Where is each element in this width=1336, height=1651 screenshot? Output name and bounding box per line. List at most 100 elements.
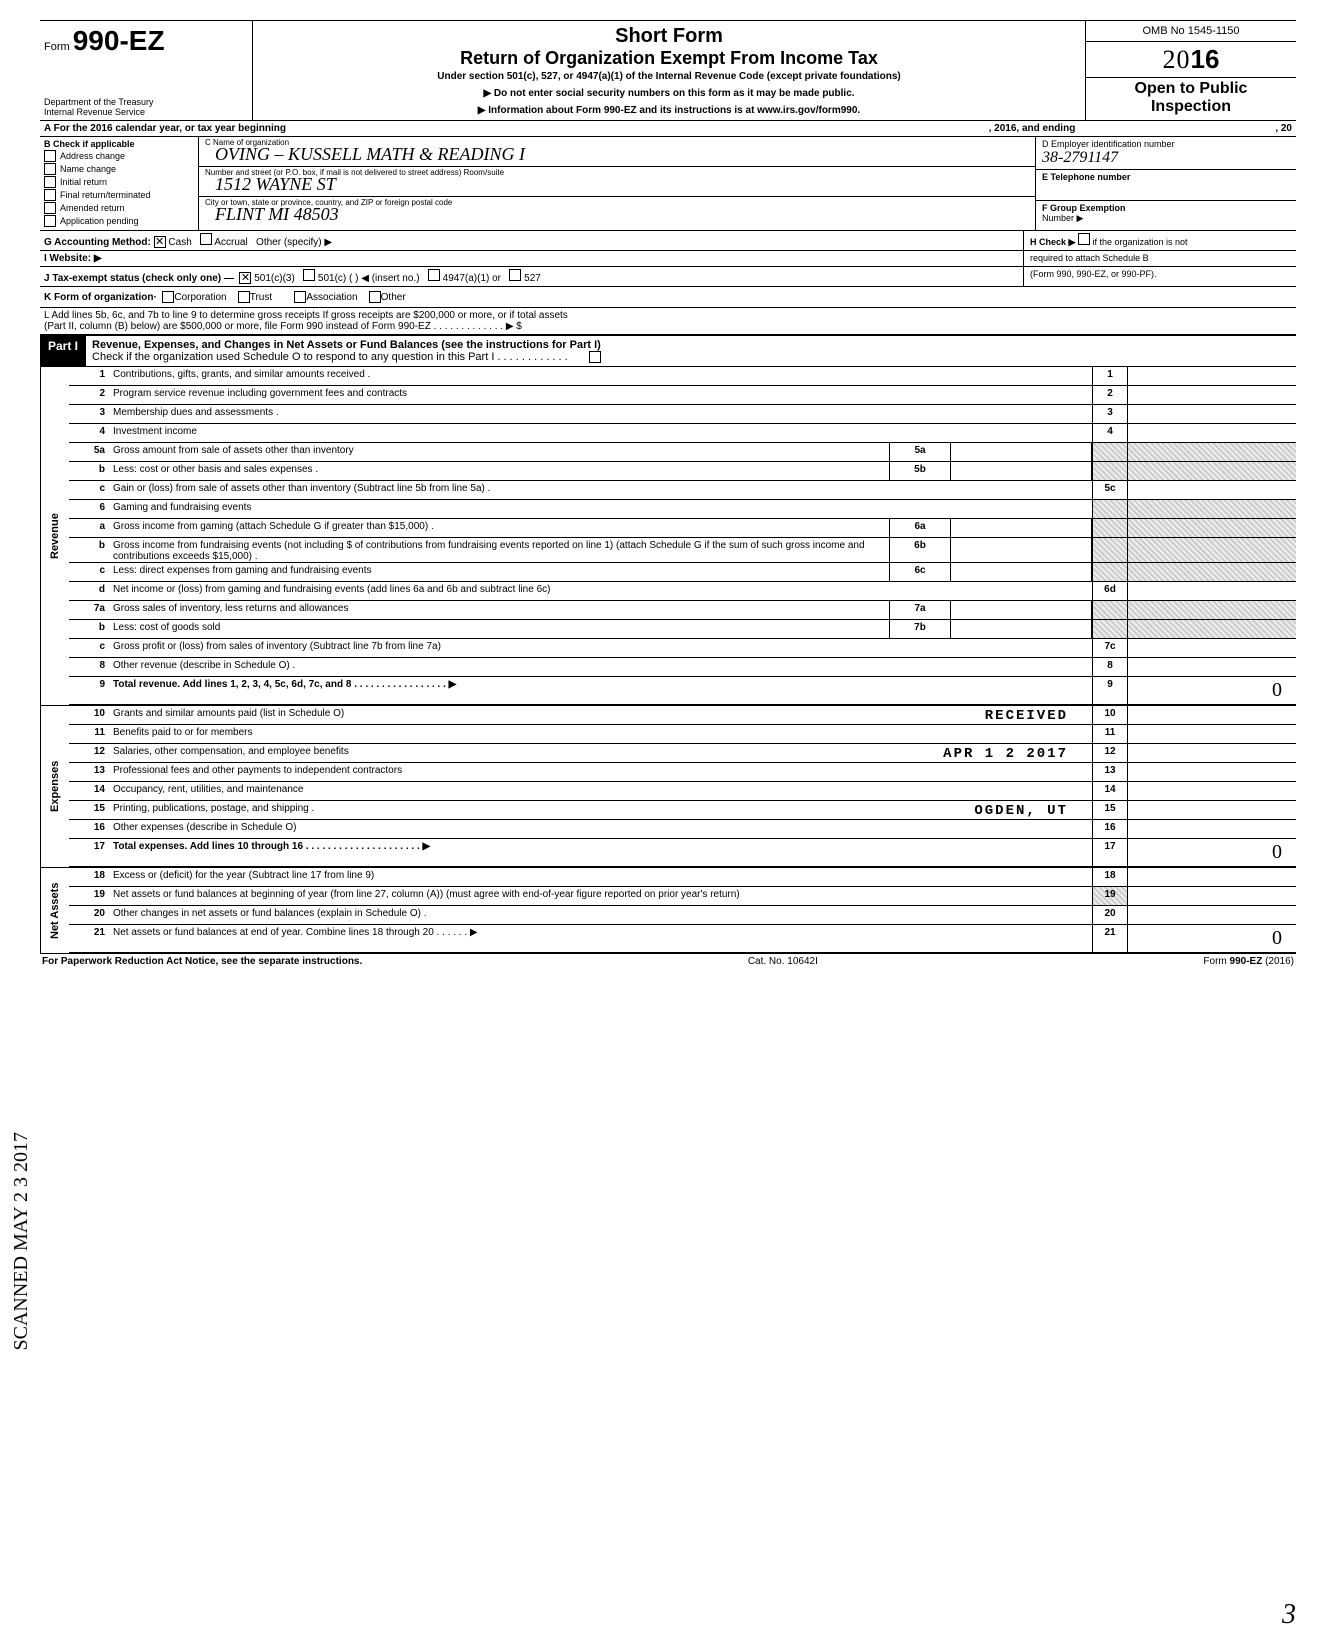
line-description: Excess or (deficit) for the year (Subtra… [111,868,1092,886]
handwritten-value: 0 [1272,841,1292,864]
revenue-rows: 1Contributions, gifts, grants, and simil… [69,367,1296,705]
opt-corp: Corporation [174,292,226,303]
chk-501c[interactable] [303,269,315,281]
amount-shaded [1128,462,1296,480]
chk-527[interactable] [509,269,521,281]
line-number: 2 [69,386,111,404]
h-text3: required to attach Schedule B [1030,253,1149,263]
group-exemption-row: F Group Exemption Number ▶ [1036,201,1296,231]
amount-cell[interactable]: 0 [1128,677,1296,704]
mid-value[interactable] [951,443,1092,461]
row-a-tax-year: A For the 2016 calendar year, or tax yea… [40,121,1296,137]
mid-value[interactable] [951,563,1092,581]
amount-shaded [1128,563,1296,581]
amount-cell[interactable] [1128,868,1296,886]
line-number: 12 [69,744,111,762]
chk-final-return[interactable]: Final return/terminated [44,189,194,201]
opt-501c: 501(c) ( ) ◀ (insert no.) [318,273,420,284]
amount-cell[interactable] [1128,405,1296,423]
right-ref-shaded [1092,601,1128,619]
right-line-ref: 2 [1092,386,1128,404]
amount-cell[interactable] [1128,706,1296,724]
right-ref-shaded [1092,519,1128,537]
chk-501c3[interactable]: ✕ [239,272,251,284]
chk-schedule-o[interactable] [589,351,601,363]
chk-accrual[interactable] [200,233,212,245]
amount-cell[interactable] [1128,639,1296,657]
line-i: I Website: ▶ [40,251,1023,266]
chk-cash[interactable]: ✕ [154,236,166,248]
line-g: G Accounting Method: ✕ Cash Accrual Othe… [40,231,1023,250]
amount-cell[interactable] [1128,367,1296,385]
footer-left: For Paperwork Reduction Act Notice, see … [42,956,362,967]
chk-schedule-b[interactable] [1078,233,1090,245]
line-number: b [69,620,111,638]
amount-cell[interactable] [1128,820,1296,838]
amount-cell[interactable] [1128,906,1296,924]
l-line1: L Add lines 5b, 6c, and 7b to line 9 to … [44,310,1292,321]
right-ref-shaded [1092,620,1128,638]
ein-row: D Employer identification number 38-2791… [1036,137,1296,170]
table-row: 19Net assets or fund balances at beginni… [69,887,1296,906]
header-left: Form 990-EZ Department of the Treasury I… [40,21,253,120]
chk-initial-return[interactable]: Initial return [44,176,194,188]
chk-4947[interactable] [428,269,440,281]
chk-other[interactable] [369,291,381,303]
amount-cell[interactable] [1128,658,1296,676]
line-description: Grants and similar amounts paid (list in… [111,706,1092,724]
chk-name-change[interactable]: Name change [44,163,194,175]
accrual-label: Accrual [214,237,247,248]
amount-cell[interactable] [1128,801,1296,819]
mid-value[interactable] [951,519,1092,537]
chk-address-change[interactable]: Address change [44,150,194,162]
amount-cell[interactable] [1128,386,1296,404]
table-row: 5aGross amount from sale of assets other… [69,443,1296,462]
line-description: Less: cost or other basis and sales expe… [111,462,889,480]
mid-value[interactable] [951,601,1092,619]
cash-label: Cash [168,237,191,248]
right-line-ref: 11 [1092,725,1128,743]
mid-value[interactable] [951,620,1092,638]
right-line-ref: 20 [1092,906,1128,924]
tax-year: 2016 [1086,42,1296,78]
table-row: 10Grants and similar amounts paid (list … [69,706,1296,725]
handwritten-value: 0 [1272,927,1292,950]
chk-application-pending[interactable]: Application pending [44,215,194,227]
amount-cell[interactable] [1128,763,1296,781]
amount-cell[interactable] [1128,481,1296,499]
amount-shaded [1128,443,1296,461]
line-number: 3 [69,405,111,423]
row-j: J Tax-exempt status (check only one) — ✕… [40,267,1296,287]
amount-cell[interactable] [1128,887,1296,905]
chk-trust[interactable] [238,291,250,303]
amount-cell[interactable] [1128,582,1296,600]
l-line2: (Part II, column (B) below) are $500,000… [44,321,1292,332]
mid-value[interactable] [951,538,1092,562]
table-row: 20Other changes in net assets or fund ba… [69,906,1296,925]
amount-cell[interactable] [1128,744,1296,762]
amount-cell[interactable] [1128,782,1296,800]
amount-cell[interactable]: 0 [1128,925,1296,952]
footer-row: For Paperwork Reduction Act Notice, see … [40,954,1296,967]
right-line-ref: 17 [1092,839,1128,866]
chk-assoc[interactable] [294,291,306,303]
line-number: 15 [69,801,111,819]
footer-right-pre: Form [1203,956,1229,967]
chk-amended-return[interactable]: Amended return [44,202,194,214]
right-line-ref: 13 [1092,763,1128,781]
opt-527: 527 [524,273,541,284]
table-row: aGross income from gaming (attach Schedu… [69,519,1296,538]
line-description: Gain or (loss) from sale of assets other… [111,481,1092,499]
amount-cell[interactable] [1128,424,1296,442]
part1-desc: Revenue, Expenses, and Changes in Net As… [86,336,607,366]
line-number: 11 [69,725,111,743]
table-row: 1Contributions, gifts, grants, and simil… [69,367,1296,386]
amount-cell[interactable] [1128,725,1296,743]
ein-label: D Employer identification number [1042,139,1290,149]
line-description: Gross amount from sale of assets other t… [111,443,889,461]
handwritten-value: 0 [1272,679,1292,702]
chk-corp[interactable] [162,291,174,303]
mid-value[interactable] [951,462,1092,480]
org-addr-row: Number and street (or P.O. box, if mail … [199,167,1035,197]
amount-cell[interactable]: 0 [1128,839,1296,866]
